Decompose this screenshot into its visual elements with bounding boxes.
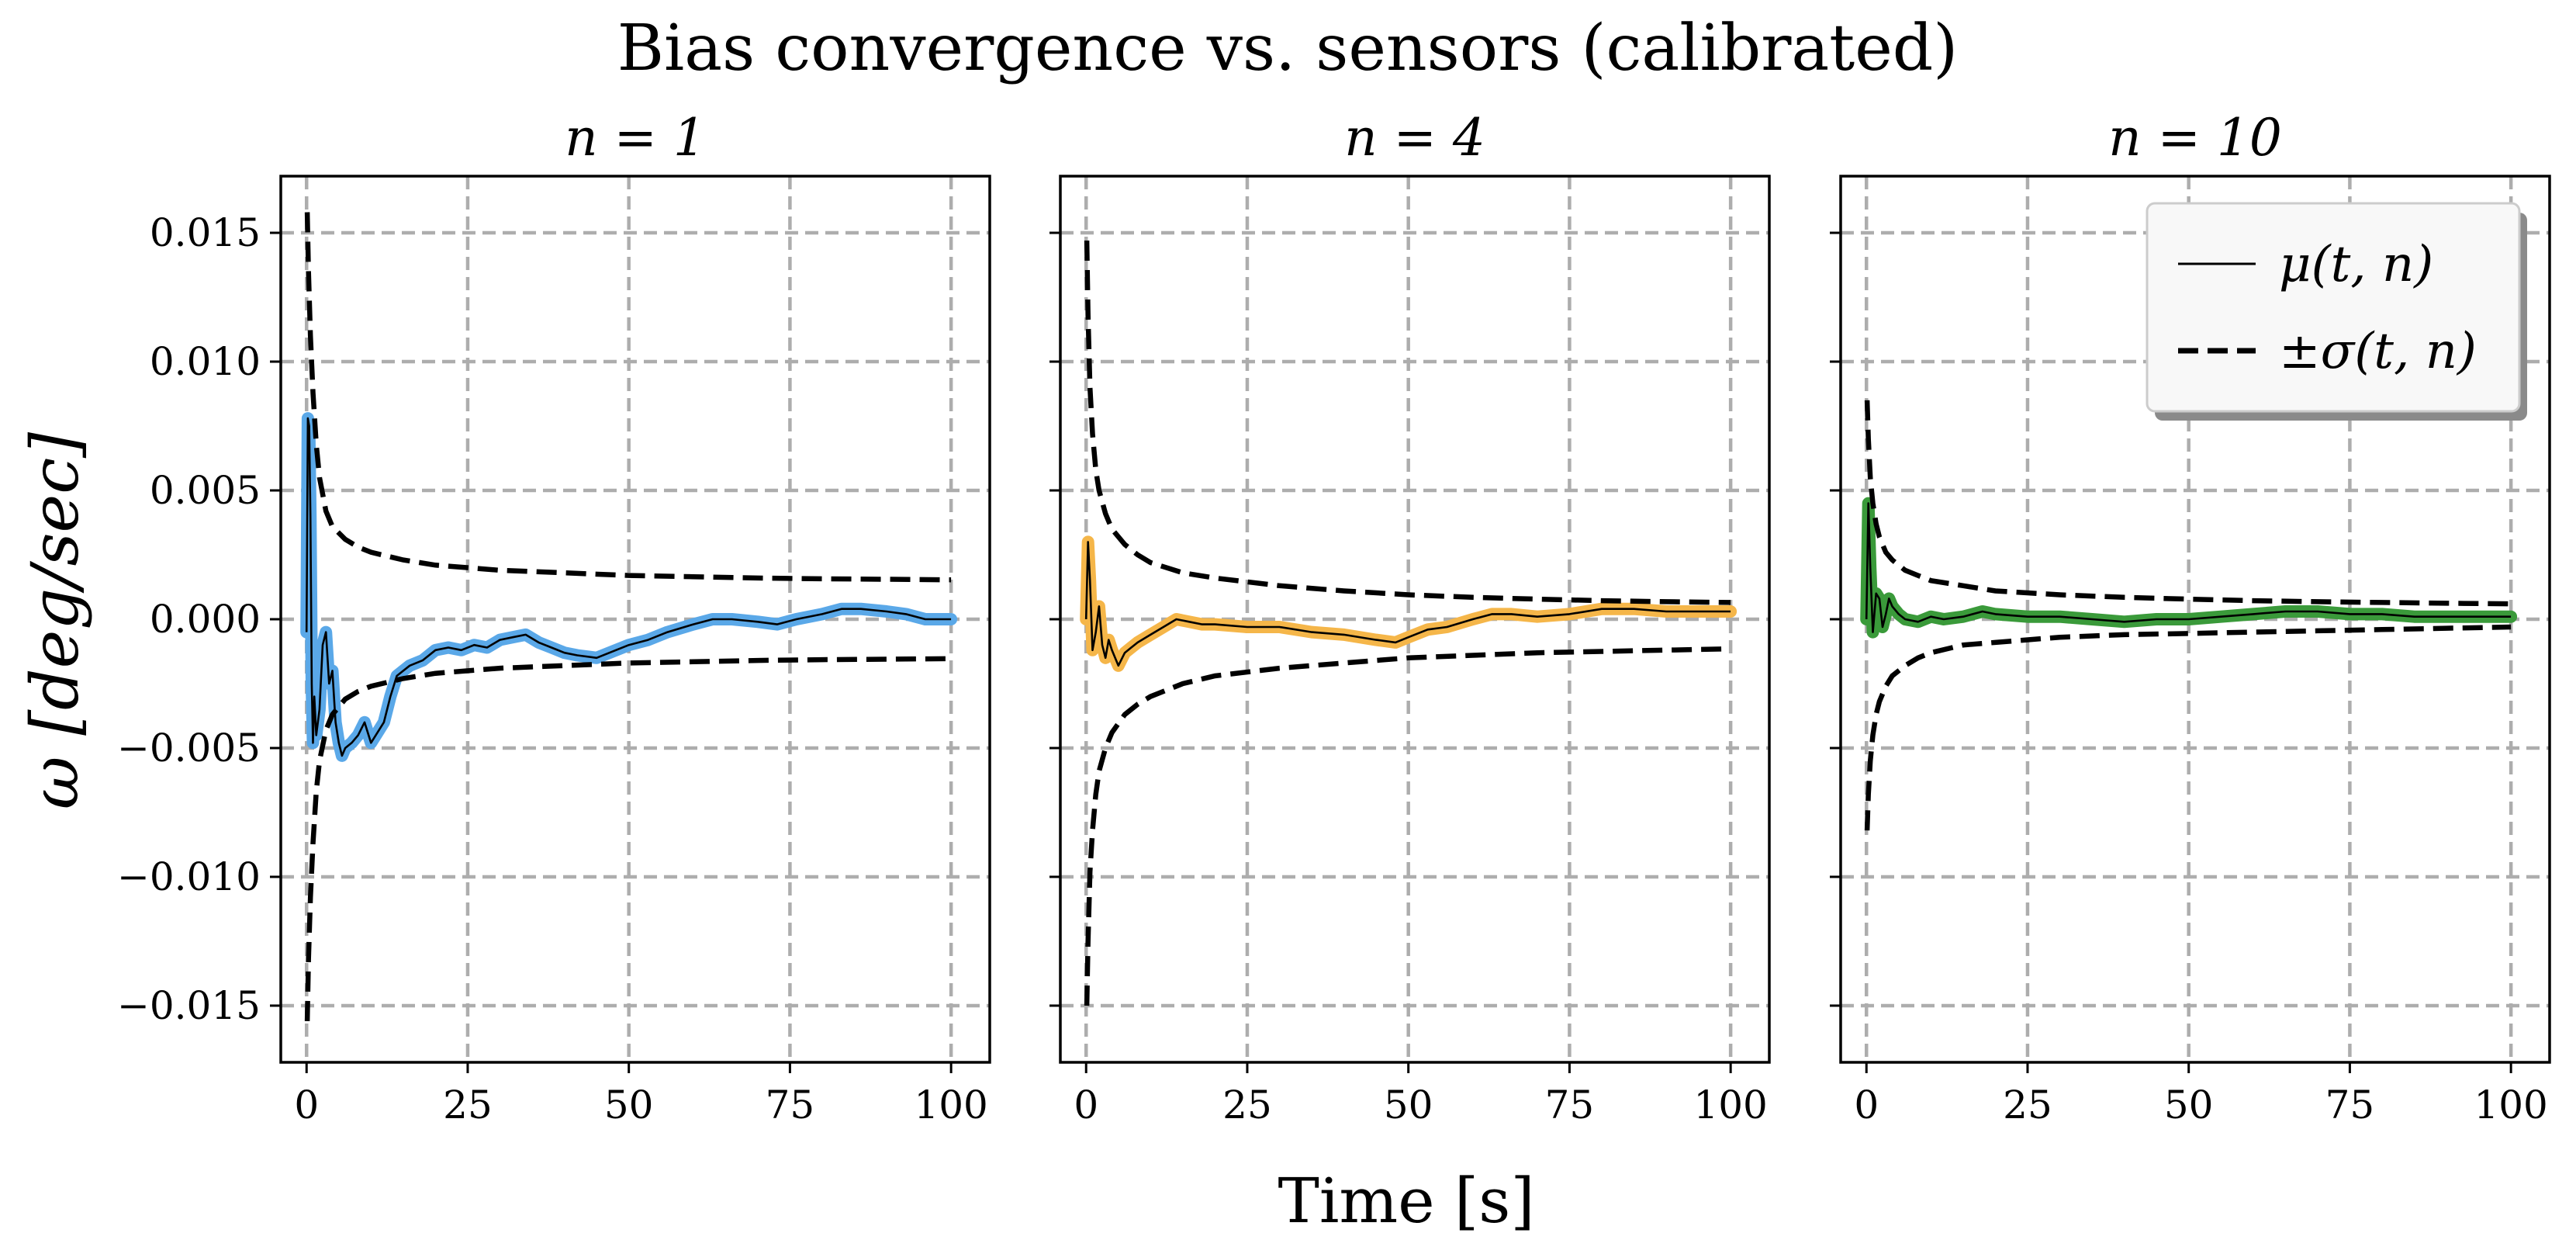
x-axis-label: Time [s] <box>1278 1165 1534 1237</box>
legend-box <box>2146 202 2521 413</box>
x-tick-label: 0 <box>1074 1082 1098 1127</box>
x-tick-label: 0 <box>294 1082 319 1127</box>
panel-3: 0 25 50 75 100 n = 10 <box>1830 108 2551 1127</box>
sigma-lower-line <box>1864 624 2512 831</box>
axes-frame <box>1839 175 2551 1064</box>
x-tick-label: 50 <box>1384 1082 1433 1127</box>
x-tick-label: 75 <box>1545 1082 1595 1127</box>
y-tick-label: −0.005 <box>117 726 261 771</box>
panels: 0 25 50 75 100 0.015 0.010 0.005 0.000 −0.005 −0.0… <box>117 108 2551 1127</box>
x-tick-label: 25 <box>2003 1082 2052 1127</box>
sigma-upper-line <box>1084 240 1731 605</box>
x-tick-label: 0 <box>1854 1082 1879 1127</box>
y-tick-label: −0.010 <box>117 854 261 899</box>
panel-2: 0 25 50 75 100 n = 4 <box>1049 108 1771 1127</box>
plot-area <box>1860 400 2518 831</box>
legend-label-sigma: ±σ(t, n) <box>2279 323 2477 380</box>
legend: μ(t, n) ±σ(t, n) <box>2146 202 2527 421</box>
y-tick-label: 0.005 <box>150 468 261 513</box>
x-tick-label: 50 <box>2164 1082 2214 1127</box>
panel-1: 0 25 50 75 100 0.015 0.010 0.005 0.000 −0.005 −0.0… <box>117 108 991 1127</box>
y-tick-label: −0.015 <box>117 983 261 1028</box>
x-tick-label: 75 <box>766 1082 815 1127</box>
axes-frame <box>279 175 991 1064</box>
panel-title: n = 10 <box>2108 108 2282 168</box>
sigma-upper-line <box>1864 400 2512 607</box>
x-tick-label: 100 <box>2474 1082 2547 1127</box>
axes-frame <box>1059 175 1771 1064</box>
figure-title: Bias convergence vs. sensors (calibrated… <box>617 12 1959 85</box>
y-axis-label: ω [deg/sec] <box>17 432 93 809</box>
y-tick-label: 0.010 <box>150 339 261 384</box>
panel-title: n = 4 <box>1344 108 1485 168</box>
sigma-upper-line <box>304 212 952 583</box>
plot-area <box>1080 240 1738 1006</box>
x-tick-label: 100 <box>914 1082 987 1127</box>
legend-label-mean: μ(t, n) <box>2279 236 2433 293</box>
mean-series-line <box>1865 502 2512 633</box>
x-tick-label: 25 <box>443 1082 493 1127</box>
y-tick-label: 0.015 <box>150 210 261 255</box>
sigma-lower-line <box>1084 646 1731 1006</box>
x-tick-label: 25 <box>1222 1082 1272 1127</box>
x-tick-label: 50 <box>604 1082 654 1127</box>
plot-area <box>300 212 958 1021</box>
sigma-lower-line <box>304 656 952 1021</box>
x-tick-label: 75 <box>2325 1082 2375 1127</box>
x-tick-label: 100 <box>1693 1082 1767 1127</box>
mean-series-line <box>1084 541 1731 667</box>
mean-series-line <box>305 417 952 757</box>
panel-title: n = 1 <box>565 108 706 168</box>
y-tick-label: 0.000 <box>150 597 261 642</box>
